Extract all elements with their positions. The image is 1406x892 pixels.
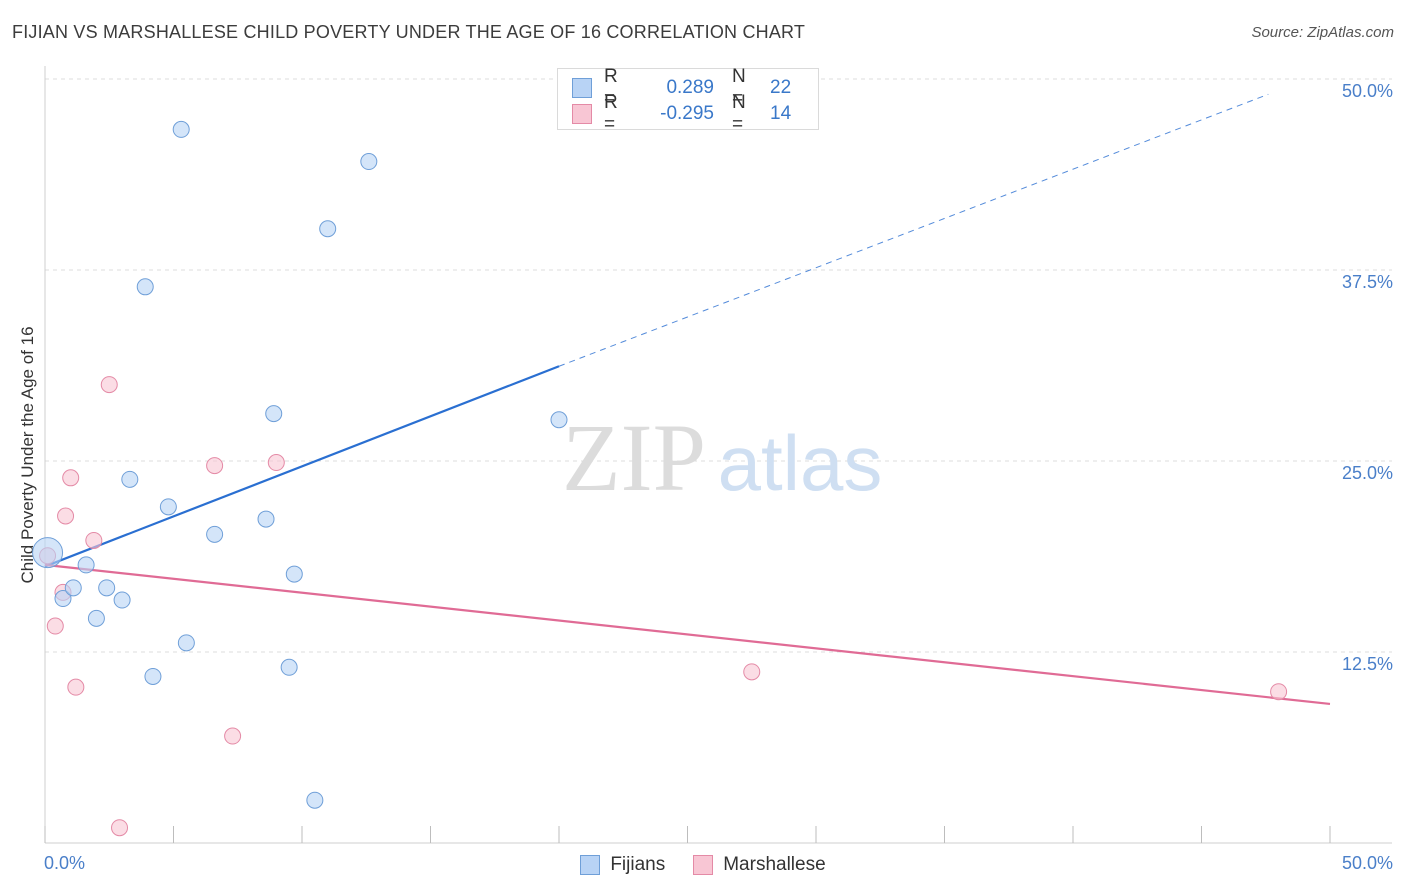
fijians-point xyxy=(172,120,190,138)
fijians-point xyxy=(306,791,324,809)
fijians-point xyxy=(159,498,177,516)
fijians-point xyxy=(32,537,64,569)
n-value: 22 xyxy=(770,77,792,98)
n-label: N = xyxy=(732,92,746,135)
legend-item-fijians: Fijians xyxy=(580,854,665,876)
fijians-point xyxy=(257,510,275,528)
marshallese-point xyxy=(57,507,75,525)
legend-item-marshallese: Marshallese xyxy=(693,854,826,876)
legend-stats: R = 0.289 N = 22 R = -0.295 N = 14 xyxy=(557,66,819,135)
fijians-point xyxy=(550,411,568,429)
fijians-point xyxy=(360,153,378,171)
legend-label: Fijians xyxy=(610,854,666,875)
marshallese-point xyxy=(62,469,80,487)
fijians-point xyxy=(144,667,162,685)
fijians-trend-line xyxy=(44,365,560,568)
y-tick-label: 50.0% xyxy=(1342,81,1393,101)
fijians-point xyxy=(121,470,139,488)
marshallese-point xyxy=(224,727,242,745)
watermark-zip: ZIP xyxy=(562,404,706,511)
marshallese-point xyxy=(206,457,224,475)
y-tick-label: 25.0% xyxy=(1342,463,1393,483)
fijians-point xyxy=(136,278,154,296)
marshallese-point xyxy=(67,678,85,696)
fijians-point xyxy=(77,556,95,574)
y-tick-label: 37.5% xyxy=(1342,272,1393,292)
r-value: -0.295 xyxy=(660,103,714,124)
fijians-point xyxy=(265,405,283,423)
marshallese-point xyxy=(46,617,64,635)
watermark: ZIP atlas xyxy=(562,404,882,511)
x-tick-label: 50.0% xyxy=(1342,853,1393,873)
source-label: Source: ZipAtlas.com xyxy=(1251,24,1394,41)
n-label: N = xyxy=(732,66,746,109)
marshallese-trend-line xyxy=(44,563,1331,706)
fijians-point xyxy=(54,590,72,608)
gridlines xyxy=(45,78,1392,653)
fijians-swatch xyxy=(572,78,592,98)
tick-labels: 0.0% 50.0% 12.5% 25.0% 37.5% 50.0% xyxy=(44,81,1393,873)
fijians-point xyxy=(64,579,82,597)
data-points xyxy=(32,120,1288,837)
marshallese-swatch xyxy=(572,104,592,124)
fijians-swatch xyxy=(580,855,601,875)
fijians-point xyxy=(285,565,303,583)
fijians-point xyxy=(98,579,116,597)
fijians-point xyxy=(319,220,337,238)
marshallese-point xyxy=(743,663,761,681)
r-label: R = xyxy=(604,92,618,135)
fijians-point xyxy=(113,591,131,609)
marshallese-point xyxy=(111,819,129,837)
fijians-trend-line-extension xyxy=(558,93,1269,367)
fijians-point xyxy=(280,658,298,676)
x-tick-label: 0.0% xyxy=(44,853,85,873)
legend-label: Marshallese xyxy=(723,854,826,875)
chart-title: FIJIAN VS MARSHALLESE CHILD POVERTY UNDE… xyxy=(12,22,806,42)
marshallese-point xyxy=(85,531,103,549)
n-value: 14 xyxy=(770,103,792,124)
marshallese-point xyxy=(100,376,118,394)
trend-lines xyxy=(44,93,1331,706)
marshallese-swatch xyxy=(693,855,714,875)
marshallese-point xyxy=(267,454,285,472)
axes xyxy=(44,66,1392,844)
r-value: 0.289 xyxy=(666,77,714,98)
legend-row-marshallese: R = -0.295 N = 14 xyxy=(572,92,792,135)
watermark-atlas: atlas xyxy=(718,419,883,507)
marshallese-point xyxy=(1270,683,1288,701)
fijians-point xyxy=(206,525,224,543)
fijians-point xyxy=(177,634,195,652)
legend-row-fijians: R = 0.289 N = 22 xyxy=(572,66,792,109)
fijians-point xyxy=(87,609,105,627)
series-legend: Fijians Marshallese xyxy=(0,852,1406,878)
y-tick-label: 12.5% xyxy=(1342,654,1393,674)
r-label: R = xyxy=(604,66,618,109)
